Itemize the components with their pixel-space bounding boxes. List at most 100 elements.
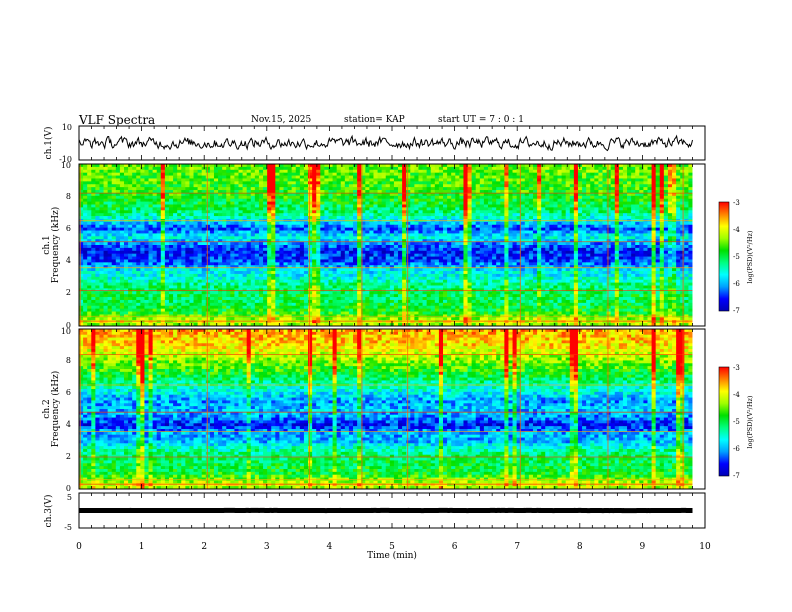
ch1-spectrogram-cell	[549, 184, 554, 188]
ch1-spectrogram-cell	[168, 242, 174, 246]
ch1-spectrogram-cell	[594, 192, 599, 197]
ch1-spectrogram-cell	[569, 250, 575, 255]
ch1-spectrogram-cell	[385, 245, 391, 249]
ch1-spectrogram-cell	[267, 227, 272, 231]
ch1-spectrogram-cell	[590, 233, 595, 237]
ch1-spectrogram-cell	[181, 207, 186, 211]
ch1-spectrogram-cell	[569, 242, 575, 246]
ch1-spectrogram-cell	[164, 239, 170, 243]
ch1-spectrogram-cell	[406, 198, 411, 202]
ch1-spectrogram-cell	[197, 164, 203, 168]
ch1-spectrogram-cell	[303, 181, 309, 185]
ch1-spectrogram-cell	[91, 195, 96, 200]
ch1-spectrogram-cell	[361, 166, 366, 171]
ch1-spectrogram-cell	[377, 221, 383, 226]
ch1-spectrogram-cell	[545, 166, 550, 171]
ch1-spectrogram-cell	[291, 227, 297, 231]
ch1-spectrogram-cell	[524, 164, 530, 168]
ch1-spectrogram-cell	[377, 201, 383, 205]
ch1-spectrogram-cell	[79, 178, 84, 182]
ch1-spectrogram-cell	[561, 190, 567, 194]
ch1-spectrogram-cell	[99, 216, 104, 220]
ch1-spectrogram-cell	[565, 230, 571, 234]
ch1-spectrogram-cell	[107, 230, 113, 234]
ch1-spectrogram-cell	[205, 224, 211, 229]
ch1-spectrogram-cell	[496, 245, 501, 249]
ch1-spectrogram-cell	[344, 166, 350, 171]
ch1-spectrogram-cell	[123, 187, 129, 191]
ch1-spectrogram-cell	[230, 227, 235, 231]
ch1-spectrogram-cell	[287, 172, 293, 176]
ch1-spectrogram-cell	[222, 236, 227, 240]
ch1-spectrogram-cell	[246, 253, 252, 257]
ch1-spectrogram-cell	[181, 201, 186, 205]
ch1-spectrogram-cell	[438, 247, 444, 252]
ch1-spectrogram-cell	[344, 192, 350, 197]
ch1-spectrogram-cell	[516, 195, 522, 200]
ch1-spectrogram-cell	[87, 239, 92, 243]
ch1-spectrogram-cell	[189, 227, 194, 231]
ch1-spectrogram-cell	[426, 172, 432, 176]
ch1-spectrogram-cell	[524, 213, 530, 217]
ch1-spectrogram-cell	[483, 195, 489, 200]
ch1-spectrogram-cell	[250, 201, 256, 205]
ch1-spectrogram-cell	[316, 239, 321, 243]
ch1-spectrogram-cell	[299, 230, 305, 234]
ch1-spectrogram-cell	[205, 195, 211, 200]
ch1-spectrogram-cell	[639, 169, 644, 174]
ch1-spectrogram-cell	[541, 213, 546, 217]
ch1-spectrogram-cell	[627, 181, 632, 185]
ch1-spectrogram-cell	[590, 210, 595, 214]
ch1-spectrogram-cell	[557, 216, 562, 220]
ch1-spectrogram-cell	[643, 210, 648, 214]
ch1-spectrogram-cell	[369, 216, 374, 220]
ch1-spectrogram-cell	[492, 253, 497, 257]
ch1-spectrogram-cell	[402, 184, 407, 188]
ch1-spectrogram-cell	[659, 172, 665, 176]
ch1-spectrogram-cell	[565, 245, 571, 249]
ch1-spectrogram-cell	[385, 172, 391, 176]
ch1-spectrogram-cell	[602, 253, 607, 257]
ch1-spectrogram-cell	[263, 166, 268, 171]
ch1-spectrogram-cell	[160, 169, 166, 174]
ch1-spectrogram-cell	[189, 192, 194, 197]
ch1-spectrogram-cell	[565, 181, 571, 185]
ch1-spectrogram-cell	[524, 198, 530, 202]
ch1-spectrogram-cell	[177, 201, 182, 205]
ch1-spectrogram-cell	[459, 181, 464, 185]
ch1-spectrogram-cell	[577, 207, 583, 211]
ch1-spectrogram-cell	[193, 242, 199, 246]
ch1-spectrogram-cell	[434, 213, 440, 217]
ch1-spectrogram-cell	[549, 245, 554, 249]
ch1-spectrogram-cell	[643, 172, 648, 176]
ch1-spectrogram-cell	[254, 224, 260, 229]
ch1-spectrogram-cell	[357, 250, 362, 255]
ch1-spectrogram-cell	[569, 247, 575, 252]
ch1-spectrogram-cell	[152, 256, 158, 260]
ch1-spectrogram-cell	[598, 201, 603, 205]
ch1-spectrogram-cell	[479, 221, 485, 226]
ch1-spectrogram-cell	[512, 192, 518, 197]
ch1-spectrogram-cell	[475, 239, 481, 243]
ch1-spectrogram-cell	[582, 187, 587, 191]
ch1-spectrogram-cell	[410, 169, 415, 174]
ch1-spectrogram-cell	[83, 169, 88, 174]
ch1-spectrogram-cell	[291, 198, 297, 202]
ch1-spectrogram-cell	[381, 166, 387, 171]
ch1-spectrogram-cell	[132, 184, 137, 188]
ch1-spectrogram-cell	[524, 253, 530, 257]
ch1-spectrogram-cell	[524, 221, 530, 226]
ch1-spectrogram-cell	[398, 178, 403, 182]
ch1-spectrogram-cell	[115, 239, 121, 243]
ch1-spectrogram-cell	[557, 210, 562, 214]
ch1-spectrogram-cell	[500, 192, 505, 197]
ch1-spectrogram-cell	[79, 250, 84, 255]
ch1-spectrogram-cell	[492, 178, 497, 182]
ch1-spectrogram-cell	[496, 221, 501, 226]
ch1-spectrogram-cell	[635, 190, 640, 194]
ch1-spectrogram-cell	[263, 239, 268, 243]
ch1-spectrogram-cell	[250, 227, 256, 231]
ch1-spectrogram-cell	[295, 247, 301, 252]
ch1-spectrogram-cell	[128, 181, 133, 185]
ch1-spectrogram-cell	[287, 178, 293, 182]
